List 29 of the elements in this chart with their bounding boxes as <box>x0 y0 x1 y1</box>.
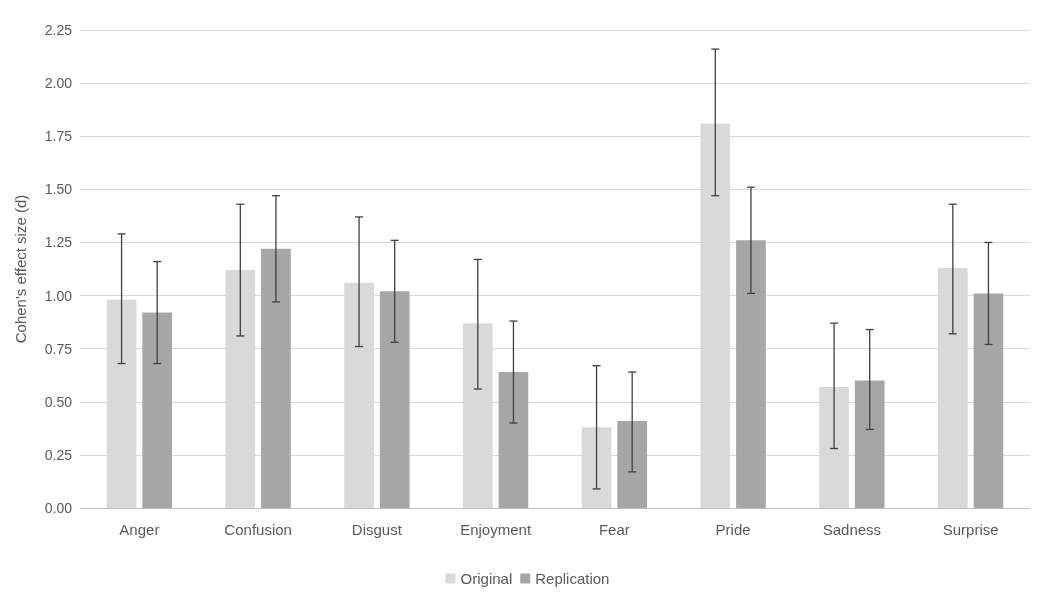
x-tick-label: Enjoyment <box>460 521 532 538</box>
bar <box>854 380 885 508</box>
x-tick-label: Surprise <box>942 521 999 538</box>
y-tick-label: 1.25 <box>44 234 73 251</box>
bar <box>261 248 291 508</box>
bar <box>379 291 410 508</box>
y-axis-title: Cohen's effect size (d) <box>12 194 29 344</box>
bar <box>142 312 173 508</box>
y-tick-label: 1.50 <box>44 181 73 198</box>
y-tick-label: 0.50 <box>44 393 73 410</box>
x-tick-label: Anger <box>119 521 160 538</box>
x-tick-label: Fear <box>598 521 630 538</box>
bar <box>736 240 766 508</box>
y-tick-label: 1.00 <box>44 287 73 304</box>
y-tick-label: 1.75 <box>44 128 73 145</box>
bar <box>498 372 529 508</box>
y-tick-label: 2.00 <box>44 75 73 92</box>
x-tick-label: Confusion <box>224 521 292 538</box>
y-tick-label: 0.00 <box>44 500 73 516</box>
bar <box>973 293 1004 508</box>
x-tick-label: Sadness <box>822 521 882 538</box>
legend-label: Original <box>460 570 513 587</box>
legend-label: Replication <box>535 570 610 587</box>
y-tick-label: 0.25 <box>44 446 73 463</box>
x-tick-label: Pride <box>715 521 751 538</box>
bar <box>617 420 648 508</box>
x-tick-label: Disgust <box>351 521 403 538</box>
y-tick-label: 2.25 <box>44 22 73 38</box>
y-tick-label: 0.75 <box>44 340 73 357</box>
